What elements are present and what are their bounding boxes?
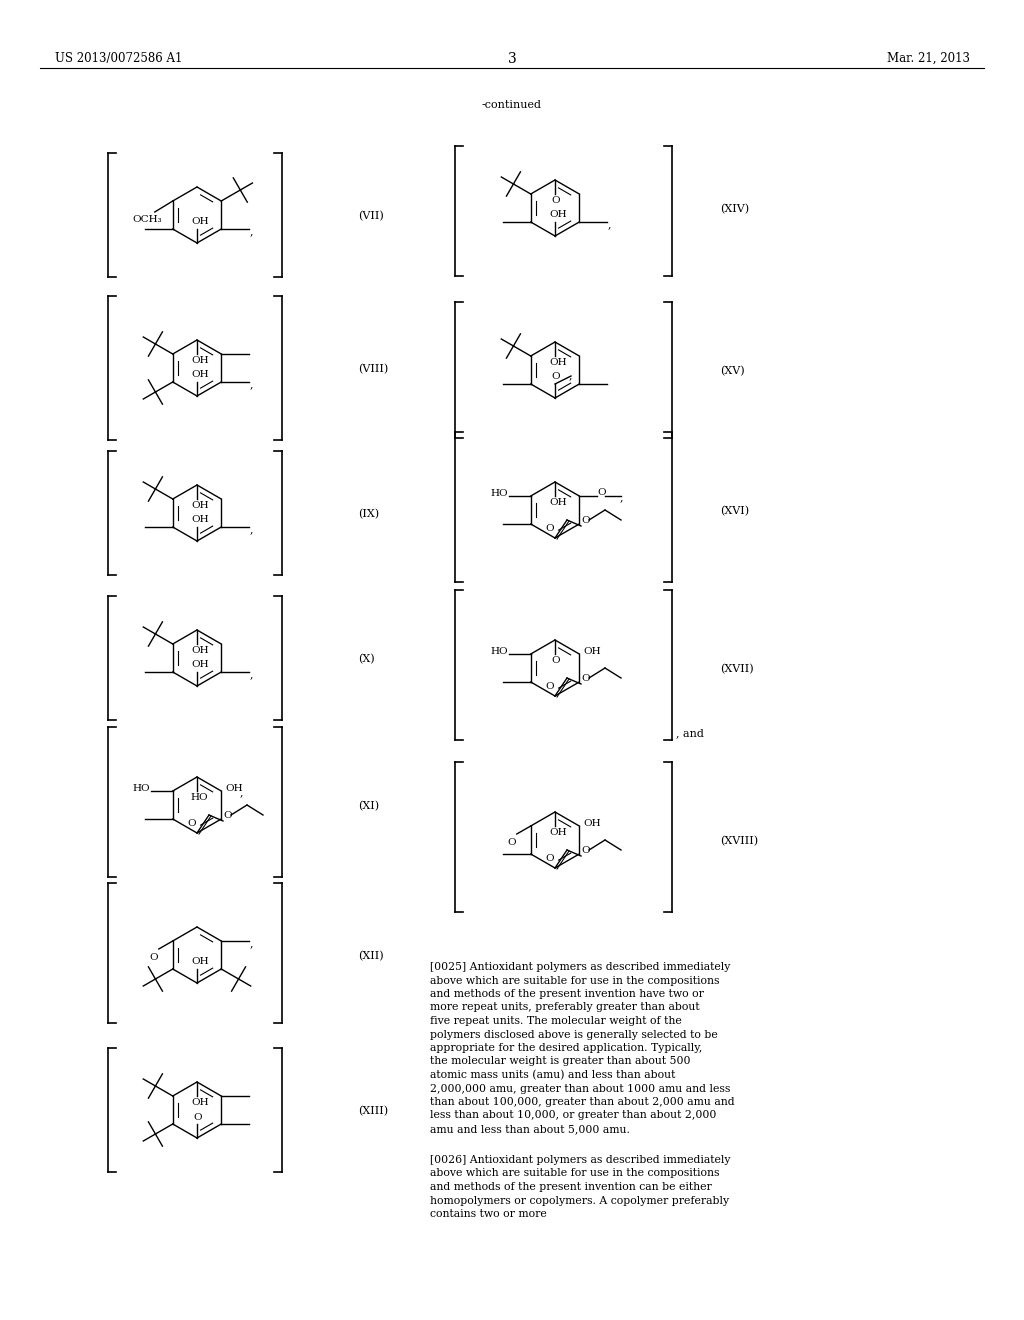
Text: and methods of the present invention can be either: and methods of the present invention can… [430, 1181, 712, 1192]
Text: OH: OH [549, 358, 566, 367]
Text: O: O [551, 656, 560, 665]
Text: than about 100,000, greater than about 2,000 amu and: than about 100,000, greater than about 2… [430, 1097, 734, 1107]
Text: polymers disclosed above is generally selected to be: polymers disclosed above is generally se… [430, 1030, 718, 1040]
Text: (X): (X) [358, 653, 375, 664]
Text: HO: HO [133, 784, 151, 793]
Text: O: O [223, 810, 231, 820]
Text: ,: , [249, 669, 253, 678]
Text: atomic mass units (amu) and less than about: atomic mass units (amu) and less than ab… [430, 1071, 676, 1080]
Text: OH: OH [584, 818, 601, 828]
Text: (XVII): (XVII) [720, 664, 754, 675]
Text: OH: OH [191, 216, 209, 226]
Text: (XIII): (XIII) [358, 1106, 388, 1117]
Text: (XVIII): (XVIII) [720, 836, 758, 846]
Text: (XII): (XII) [358, 950, 384, 961]
Text: O: O [193, 1113, 202, 1122]
Text: OH: OH [191, 515, 209, 524]
Text: O: O [581, 516, 590, 525]
Text: O: O [545, 854, 554, 863]
Text: OH: OH [191, 502, 209, 510]
Text: homopolymers or copolymers. A copolymer preferably: homopolymers or copolymers. A copolymer … [430, 1196, 729, 1205]
Text: above which are suitable for use in the compositions: above which are suitable for use in the … [430, 975, 720, 986]
Text: Mar. 21, 2013: Mar. 21, 2013 [887, 51, 970, 65]
Text: 3: 3 [508, 51, 516, 66]
Text: OH: OH [549, 210, 566, 219]
Text: five repeat units. The molecular weight of the: five repeat units. The molecular weight … [430, 1016, 682, 1026]
Text: ,: , [240, 787, 243, 797]
Text: OH: OH [549, 498, 566, 507]
Text: (VIII): (VIII) [358, 364, 388, 375]
Text: HO: HO [490, 647, 508, 656]
Text: O: O [581, 675, 590, 682]
Text: O: O [150, 953, 159, 962]
Text: O: O [187, 818, 196, 828]
Text: O: O [508, 838, 516, 847]
Text: O: O [597, 488, 606, 498]
Text: less than about 10,000, or greater than about 2,000: less than about 10,000, or greater than … [430, 1110, 717, 1121]
Text: ,: , [569, 370, 572, 380]
Text: OH: OH [584, 647, 601, 656]
Text: O: O [545, 524, 554, 533]
Text: HO: HO [190, 793, 208, 803]
Text: O: O [581, 846, 590, 855]
Text: OH: OH [191, 356, 209, 366]
Text: ,: , [249, 379, 253, 389]
Text: OH: OH [549, 828, 566, 837]
Text: amu and less than about 5,000 amu.: amu and less than about 5,000 amu. [430, 1125, 630, 1134]
Text: ,: , [249, 524, 253, 535]
Text: O: O [551, 372, 560, 381]
Text: OH: OH [191, 645, 209, 655]
Text: ,: , [620, 492, 623, 502]
Text: ,: , [249, 939, 253, 948]
Text: 2,000,000 amu, greater than about 1000 amu and less: 2,000,000 amu, greater than about 1000 a… [430, 1084, 730, 1093]
Text: -continued: -continued [482, 100, 542, 110]
Text: ,: , [607, 219, 610, 228]
Text: (XV): (XV) [720, 366, 744, 376]
Text: OH: OH [191, 957, 209, 966]
Text: OCH₃: OCH₃ [133, 215, 163, 224]
Text: (IX): (IX) [358, 510, 379, 519]
Text: above which are suitable for use in the compositions: above which are suitable for use in the … [430, 1168, 720, 1179]
Text: and methods of the present invention have two or: and methods of the present invention hav… [430, 989, 703, 999]
Text: the molecular weight is greater than about 500: the molecular weight is greater than abo… [430, 1056, 690, 1067]
Text: OH: OH [191, 1098, 209, 1107]
Text: US 2013/0072586 A1: US 2013/0072586 A1 [55, 51, 182, 65]
Text: OH: OH [225, 784, 243, 793]
Text: contains two or more: contains two or more [430, 1209, 547, 1218]
Text: (XIV): (XIV) [720, 205, 750, 214]
Text: HO: HO [490, 488, 508, 498]
Text: (VII): (VII) [358, 211, 384, 222]
Text: [0025] Antioxidant polymers as described immediately: [0025] Antioxidant polymers as described… [430, 962, 730, 972]
Text: OH: OH [191, 660, 209, 669]
Text: O: O [551, 195, 560, 205]
Text: appropriate for the desired application. Typically,: appropriate for the desired application.… [430, 1043, 702, 1053]
Text: OH: OH [191, 370, 209, 379]
Text: (XI): (XI) [358, 801, 379, 812]
Text: (XVI): (XVI) [720, 506, 750, 516]
Text: O: O [545, 682, 554, 690]
Text: [0026] Antioxidant polymers as described immediately: [0026] Antioxidant polymers as described… [430, 1155, 730, 1166]
Text: more repeat units, preferably greater than about: more repeat units, preferably greater th… [430, 1002, 699, 1012]
Text: ,: , [249, 226, 253, 236]
Text: , and: , and [676, 729, 703, 738]
